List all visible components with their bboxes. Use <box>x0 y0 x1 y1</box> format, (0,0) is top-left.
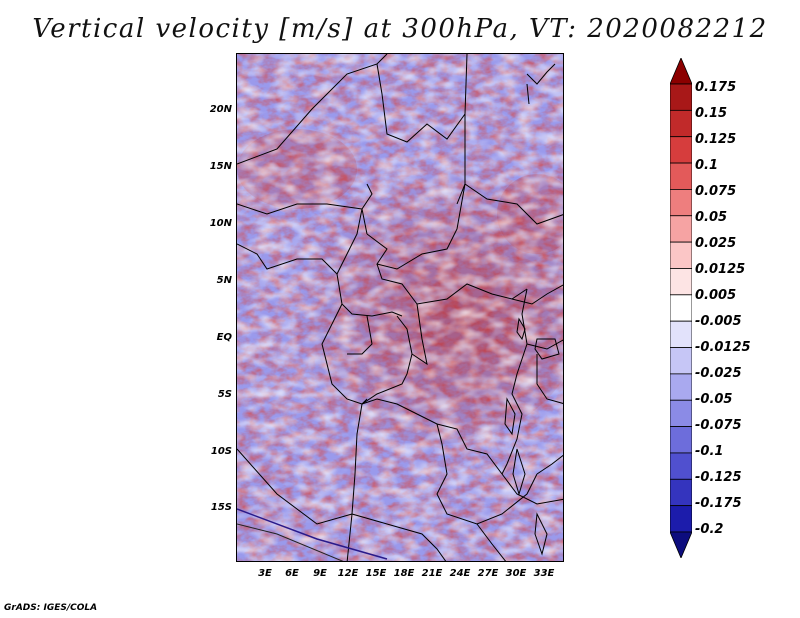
colorbar <box>670 58 692 558</box>
lat-label-5s: 5S <box>217 389 232 400</box>
colorbar-segment <box>670 426 692 454</box>
colorbar-segment <box>670 215 692 243</box>
lat-label-5n: 5N <box>216 275 232 286</box>
map-panel <box>236 53 564 562</box>
colorbar-segment <box>670 294 692 322</box>
lon-label-3e: 3E <box>258 568 272 579</box>
colorbar-segment <box>670 162 692 190</box>
country-borders <box>237 54 563 561</box>
colorbar-label: -0.0125 <box>695 340 751 355</box>
colorbar-label: 0.15 <box>695 106 728 121</box>
lon-label-15e: 15E <box>365 568 387 579</box>
lon-label-12e: 12E <box>337 568 359 579</box>
colorbar-label: -0.025 <box>695 366 742 381</box>
colorbar-label: 0.005 <box>695 288 737 303</box>
colorbar-label: -0.175 <box>695 496 742 511</box>
colorbar-bottom-arrow <box>670 531 692 558</box>
colorbar-segment <box>670 136 692 164</box>
colorbar-label: 0.025 <box>695 236 737 251</box>
colorbar-label: -0.075 <box>695 418 742 433</box>
colorbar-label: -0.1 <box>695 444 724 459</box>
colorbar-segment <box>670 373 692 401</box>
lat-label-20n: 20N <box>209 104 232 115</box>
lat-label-10s: 10S <box>210 446 232 457</box>
lon-label-18e: 18E <box>393 568 415 579</box>
southern-boundary-line <box>237 508 388 560</box>
colorbar-segment <box>670 452 692 480</box>
lat-label-15n: 15N <box>209 161 232 172</box>
lon-label-24e: 24E <box>449 568 471 579</box>
colorbar-label: 0.175 <box>695 80 737 95</box>
lat-label-10n: 10N <box>209 218 232 229</box>
lat-label-eq: EQ <box>216 332 232 343</box>
colorbar-segment <box>670 189 692 217</box>
colorbar-segment <box>670 478 692 507</box>
lon-label-9e: 9E <box>313 568 327 579</box>
colorbar-segment <box>670 505 692 533</box>
lon-label-27e: 27E <box>477 568 499 579</box>
map-title: Vertical velocity [m/s] at 300hPa, VT: 2… <box>32 14 768 44</box>
colorbar-segment <box>670 347 692 375</box>
grads-credit: GrADS: IGES/COLA <box>4 603 98 613</box>
colorbar-label: -0.005 <box>695 314 742 329</box>
map-plot <box>237 54 563 561</box>
colorbar-segment <box>670 399 692 427</box>
colorbar-segment <box>670 83 692 111</box>
colorbar-label: -0.05 <box>695 392 733 407</box>
colorbar-label: 0.075 <box>695 184 737 199</box>
colorbar-top-arrow <box>670 58 692 85</box>
lon-label-33e: 33E <box>533 568 555 579</box>
colorbar-segment <box>670 268 692 296</box>
lon-label-30e: 30E <box>505 568 527 579</box>
colorbar-label: -0.2 <box>695 522 724 537</box>
lon-label-21e: 21E <box>421 568 443 579</box>
lat-label-15s: 15S <box>210 502 232 513</box>
colorbar-label: 0.05 <box>695 210 728 225</box>
colorbar-label: 0.125 <box>695 132 737 147</box>
colorbar-segment <box>670 320 692 348</box>
colorbar-segment <box>670 109 692 138</box>
lon-label-6e: 6E <box>285 568 299 579</box>
colorbar-segment <box>670 241 692 269</box>
colorbar-label: -0.125 <box>695 470 742 485</box>
colorbar-label: 0.1 <box>695 158 719 173</box>
colorbar-label: 0.0125 <box>695 262 746 277</box>
